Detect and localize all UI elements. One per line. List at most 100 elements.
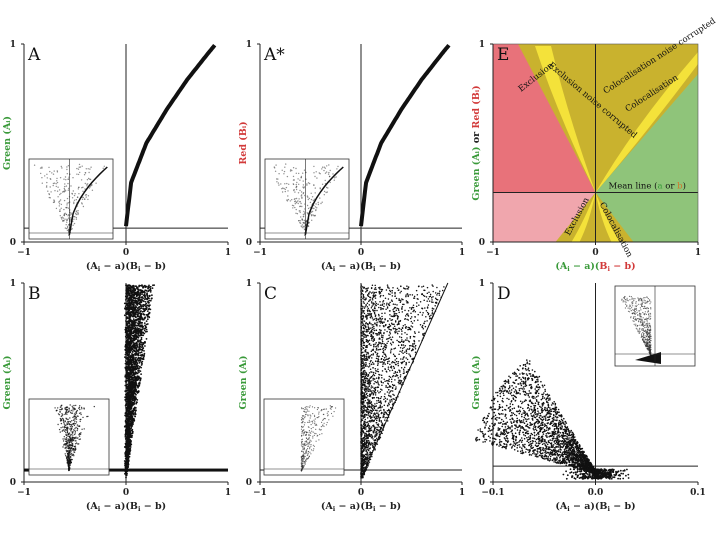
scatter-point [148,294,151,297]
inset-point [69,439,71,441]
inset-point [321,168,323,170]
scatter-point [397,362,399,365]
scatter-point [388,392,390,394]
scatter-point [132,310,135,313]
inset-point [77,213,79,216]
inset-point [63,425,66,428]
inset-point [66,452,69,455]
scatter-point [384,380,386,382]
inset-point [66,445,69,447]
scatter-point [372,336,375,338]
inset-point [61,430,63,432]
inset-point [89,186,92,188]
scatter-point [132,395,135,398]
scatter-point [363,302,365,305]
inset-point [63,421,65,424]
inset-point [71,440,74,442]
annotation-mean-line-part: Mean line ( [609,181,658,192]
inset-point [82,416,84,419]
inset-point [64,212,66,214]
scatter-point [376,309,378,312]
scatter-point [128,399,131,401]
inset-point [297,178,299,180]
scatter-point [132,318,135,320]
inset-point [326,165,328,167]
scatter-point [126,421,128,424]
inset-point [296,213,299,215]
inset-point [281,191,284,193]
inset-point [41,177,43,179]
scatter-point [388,323,391,326]
inset-point [79,166,82,168]
inset-point [325,186,328,189]
scatter-point [368,461,371,463]
scatter-point [138,284,141,287]
scatter-point [371,284,374,286]
inset-point [69,459,71,461]
inset-point [46,181,48,184]
scatter-point [132,294,135,297]
scatter-point [380,402,382,405]
scatter-point [125,466,128,469]
x-tick-label: 1 [459,488,465,498]
scatter-point [126,424,129,427]
inset-point [70,424,73,426]
scatter-point [371,324,373,326]
scatter-point [136,377,139,379]
inset-point [276,181,278,183]
scatter-point [381,342,384,345]
inset-point [68,456,70,459]
scatter-point [360,356,362,359]
inset-point [76,196,79,199]
inset-point [303,169,306,171]
scatter-point [379,301,381,303]
scatter-point [396,328,398,331]
scatter-point [389,318,391,320]
scatter-point [387,366,390,368]
inset-point [283,170,286,173]
scatter-point [364,358,366,360]
inset-point [284,166,286,168]
inset-point [299,222,301,224]
inset-point [62,418,65,420]
scatter-point [371,326,374,328]
inset-point [67,207,70,209]
scatter-point [127,291,130,294]
scatter-point [129,373,132,375]
scatter-point [124,360,127,362]
inset-point [328,171,330,174]
inset-point [76,415,79,417]
scatter-point [145,285,148,288]
x-axis-label-part: − b) [610,261,636,272]
inset-point [295,197,298,200]
scatter-point [126,291,128,294]
x-axis-label-part: i [138,265,141,273]
wedge-exclusion-noise [518,44,596,193]
inset-point [291,199,293,201]
scatter-point [437,292,439,295]
inset-point [59,209,61,211]
scatter-point [390,339,393,341]
inset-point [319,197,321,199]
inset-point [66,202,68,204]
inset-point [71,197,74,199]
inset-point [336,168,338,170]
inset-point [60,207,62,209]
inset-point [72,423,75,425]
inset-point [48,196,50,199]
scatter-point [412,304,415,306]
inset-point [318,172,320,174]
inset-point [69,462,72,464]
x-axis-label-part: (A [321,261,333,272]
scatter-point [395,388,397,390]
scatter-point [441,289,444,292]
inset-point [74,433,76,436]
inset-point [70,217,72,219]
scatter-point [362,317,364,319]
inset-point [53,200,56,202]
scatter-point [144,301,147,303]
inset-point [323,194,325,196]
scatter-point [428,291,430,293]
y-axis-label-part: Green (Aᵢ) [471,147,482,201]
inset-point [65,213,68,216]
